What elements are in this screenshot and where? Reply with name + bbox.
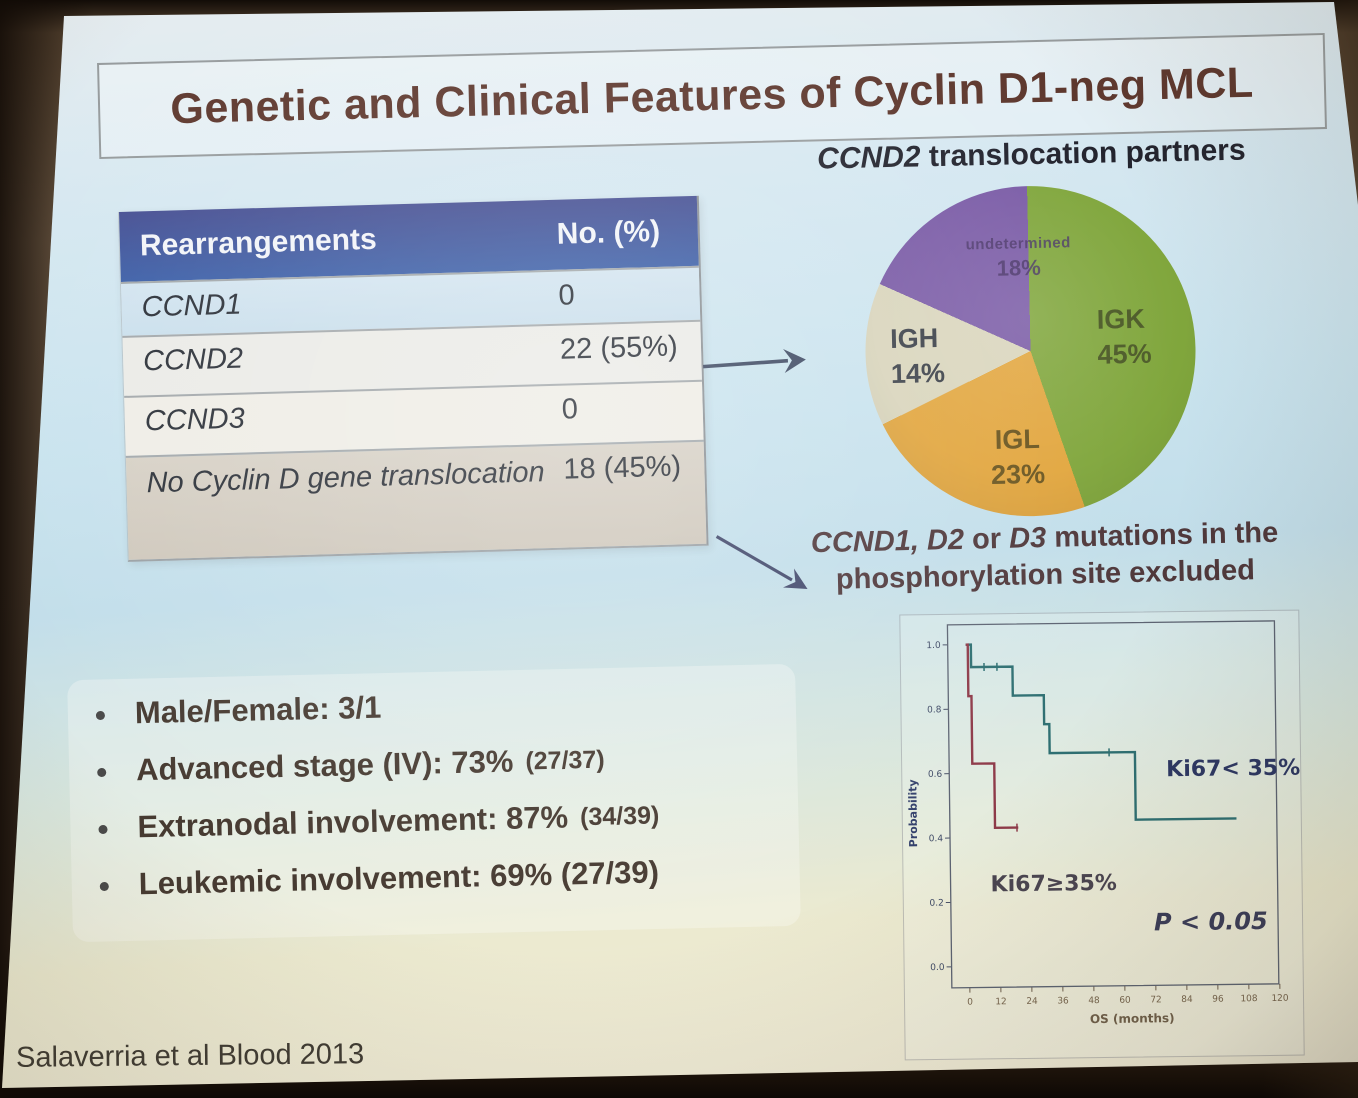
bullet-dot-icon xyxy=(98,824,108,835)
km-xlabel: OS (months) xyxy=(1090,1011,1175,1026)
svg-text:72: 72 xyxy=(1150,995,1162,1005)
km-label-ki67-high: Ki67≥35% xyxy=(990,871,1117,898)
citation: Salaverria et al Blood 2013 xyxy=(15,1038,365,1074)
table-row: No Cyclin D gene translocation 18 (45%) xyxy=(125,439,707,560)
pie-label-undetermined: undetermined 18% xyxy=(965,234,1072,281)
bullet-text: Male/Female: 3/1 xyxy=(134,689,382,731)
list-item: Advanced stage (IV): 73% (27/37) xyxy=(85,737,826,790)
svg-text:24: 24 xyxy=(1026,997,1038,1007)
pie-label-igl: IGL 23% xyxy=(990,423,1046,491)
bullet-text: Leukemic involvement: 69% (27/39) xyxy=(138,854,660,902)
list-item: Leukemic involvement: 69% (27/39) xyxy=(87,851,828,904)
svg-text:0.6: 0.6 xyxy=(928,770,943,780)
pie-title-rest: translocation partners xyxy=(920,133,1246,174)
list-item: Extranodal involvement: 87% (34/39) xyxy=(86,794,827,847)
table-header-no-pct: No. (%) xyxy=(556,214,661,251)
pie-label-igh: IGH 14% xyxy=(889,323,946,390)
km-ylabel: Probability xyxy=(906,779,920,847)
svg-text:0.2: 0.2 xyxy=(929,899,943,909)
rearrangements-table: Rearrangements No. (%) CCND1 0 CCND2 22 … xyxy=(118,195,709,562)
gene-count: 0 xyxy=(561,393,579,426)
km-label-ki67-low: Ki67< 35% xyxy=(1166,756,1300,783)
mutations-note-line2: phosphorylation site excluded xyxy=(835,554,1256,596)
gene-count: 0 xyxy=(558,279,576,312)
pie-label-igk: IGK 45% xyxy=(1096,303,1152,370)
svg-text:0.4: 0.4 xyxy=(929,834,944,844)
svg-text:84: 84 xyxy=(1181,995,1193,1005)
gene-count: 22 (55%) xyxy=(559,330,679,366)
table-header-rearrangements: Rearrangements xyxy=(139,222,378,263)
pie-chart-group: CCND2 translocation partners IGK 45% IGL… xyxy=(811,133,1259,520)
clinical-features-list: Male/Female: 3/1 Advanced stage (IV): 73… xyxy=(84,680,829,925)
arrow-right-icon xyxy=(703,349,806,373)
bullet-dot-icon xyxy=(97,767,107,778)
mutations-note: CCND1, D2 or D3 mutations in the phospho… xyxy=(810,516,1279,596)
bullet-dot-icon xyxy=(99,881,109,892)
km-pvalue: P < 0.05 xyxy=(1154,907,1268,936)
svg-text:60: 60 xyxy=(1119,996,1131,1006)
gene-name: CCND2 xyxy=(142,342,244,378)
gene-count: 18 (45%) xyxy=(562,450,682,486)
svg-text:12: 12 xyxy=(995,997,1007,1007)
svg-text:0.0: 0.0 xyxy=(930,963,945,973)
svg-text:1.0: 1.0 xyxy=(926,641,941,651)
svg-text:96: 96 xyxy=(1212,995,1224,1005)
svg-text:0: 0 xyxy=(967,998,973,1008)
bullet-fraction: (27/37) xyxy=(525,745,605,776)
svg-text:108: 108 xyxy=(1240,994,1258,1004)
svg-text:48: 48 xyxy=(1088,996,1100,1006)
gene-name: CCND3 xyxy=(144,402,246,438)
pie-title-gene: CCND2 xyxy=(816,140,921,176)
bullet-text: Advanced stage (IV): 73% xyxy=(135,743,514,788)
svg-text:120: 120 xyxy=(1271,994,1289,1004)
km-plot-svg: 120108968472604836241200.00.20.40.60.81.… xyxy=(906,620,1300,1026)
svg-text:36: 36 xyxy=(1057,996,1069,1006)
bullet-fraction: (34/39) xyxy=(579,801,660,832)
svg-text:0.8: 0.8 xyxy=(927,705,942,715)
bullet-text: Extranodal involvement: 87% xyxy=(137,799,569,845)
bullet-dot-icon xyxy=(95,710,106,721)
survival-plot: 120 108 96 84 72 60 48 36 24 12 0 0.0 0.2 0.4 0.6 0.8 1.… xyxy=(899,609,1305,1061)
arrow-down-right-icon xyxy=(715,535,808,589)
gene-name: No Cyclin D gene translocation xyxy=(146,456,546,500)
slide-title: Genetic and Clinical Features of Cyclin … xyxy=(169,58,1255,133)
